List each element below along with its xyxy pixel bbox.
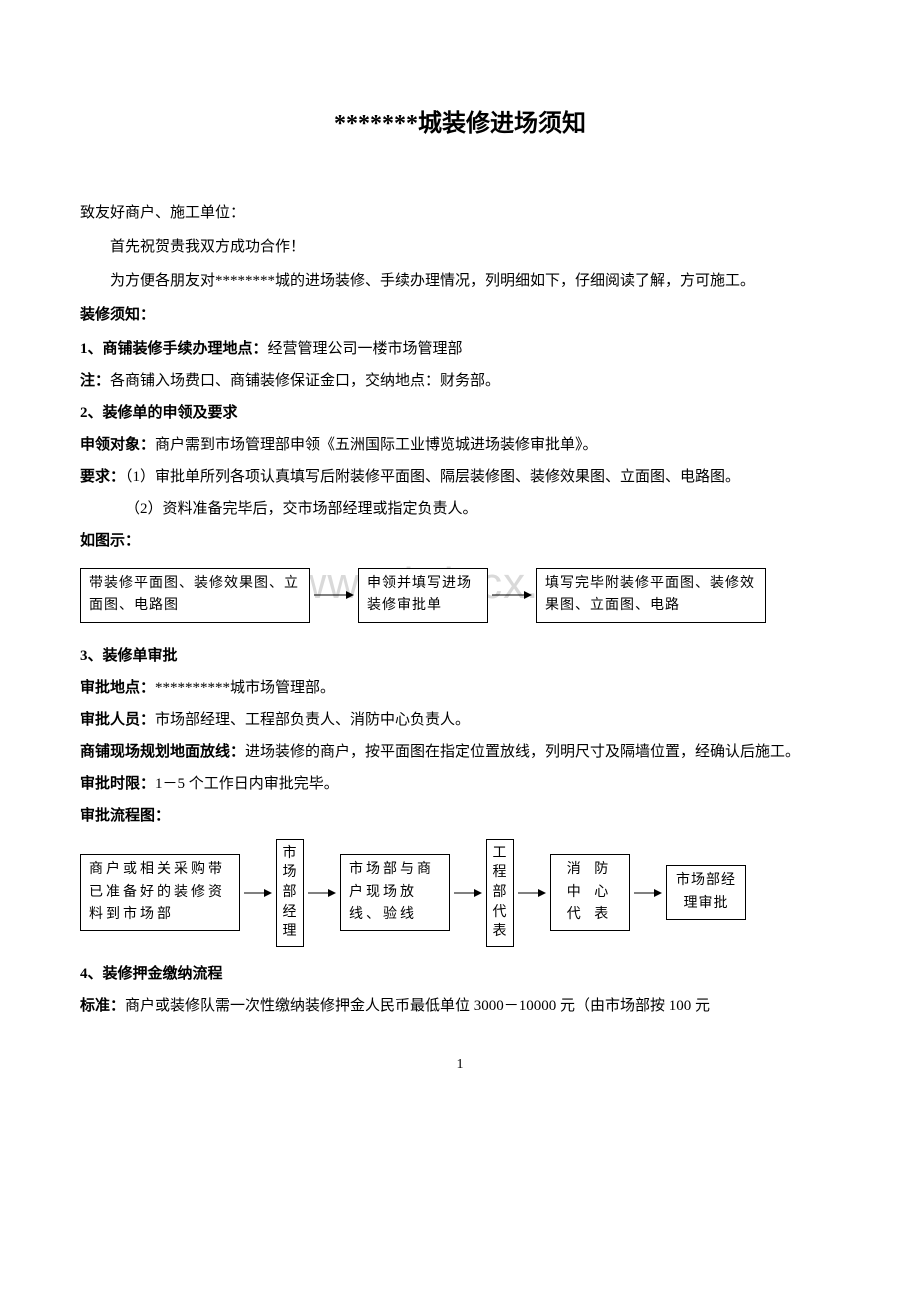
flowchart-1: 带装修平面图、装修效果图、立面图、电路图 申领并填写进场装修审批单 填写完毕附装… (80, 568, 840, 623)
document-content: *******城装修进场须知 致友好商户、施工单位： 首先祝贺贵我双方成功合作！… (80, 100, 840, 1079)
flow2-boxC: 市场部与商户现场放线、验线 (340, 854, 450, 931)
section-1-note-text: 各商铺入场费口、商铺装修保证金口，交纳地点：财务部。 (110, 373, 500, 389)
section-3b-text: 市场部经理、工程部负责人、消防中心负责人。 (155, 712, 470, 728)
arrow-icon (310, 589, 358, 601)
section-3a: 审批地点：**********城市场管理部。 (80, 673, 840, 703)
section-3e-label: 审批流程图： (80, 801, 840, 831)
arrow-icon (488, 589, 536, 601)
paragraph-1: 首先祝贺贵我双方成功合作！ (80, 232, 840, 262)
paragraph-2: 为方便各朋友对********城的进场装修、手续办理情况，列明细如下，仔细阅读了… (80, 266, 840, 296)
section-3c-text: 进场装修的商户，按平面图在指定位置放线，列明尺寸及隔墙位置，经确认后施工。 (245, 744, 800, 760)
arrow-icon (514, 887, 550, 899)
flow2-boxA: 商户或相关采购带已准备好的装修资料到市场部 (80, 854, 240, 931)
flowchart-2: 商户或相关采购带已准备好的装修资料到市场部 市场部经理 市场部与商户现场放线、验… (80, 839, 840, 947)
section-2b1-text: （1）审批单所列各项认真填写后附装修平面图、隔层装修图、装修效果图、立面图、电路… (125, 469, 740, 485)
section-2b-label: 要求： (80, 469, 125, 485)
section-3c-label: 商铺现场规划地面放线： (80, 744, 245, 760)
arrow-icon (630, 887, 666, 899)
section-3a-text: **********城市场管理部。 (155, 680, 335, 696)
section-1-label: 1、商铺装修手续办理地点： (80, 341, 268, 357)
section-3b-label: 审批人员： (80, 712, 155, 728)
section-1-text: 经营管理公司一楼市场管理部 (268, 341, 463, 357)
section-2a-label: 申领对象： (80, 437, 155, 453)
section-4a: 标准：商户或装修队需一次性缴纳装修押金人民币最低单位 3000－10000 元（… (80, 991, 840, 1021)
section-1-note: 注：各商铺入场费口、商铺装修保证金口，交纳地点：财务部。 (80, 366, 840, 396)
flow1-box2: 申领并填写进场装修审批单 (358, 568, 488, 623)
section-3d-label: 审批时限： (80, 776, 155, 792)
flow1-box3: 填写完毕附装修平面图、装修效果图、立面图、电路 (536, 568, 766, 623)
section-2-label: 2、装修单的申领及要求 (80, 398, 840, 428)
flow1-box1: 带装修平面图、装修效果图、立面图、电路图 (80, 568, 310, 623)
section-2b2-text: （2）资料准备完毕后，交市场部经理或指定负责人。 (80, 494, 840, 524)
section-2a: 申领对象：商户需到市场管理部申领《五洲国际工业博览城进场装修审批单》。 (80, 430, 840, 460)
flow2-boxD: 工程部代表 (486, 839, 514, 947)
section-4-label: 4、装修押金缴纳流程 (80, 959, 840, 989)
flow2-boxF: 市场部经理审批 (666, 865, 746, 920)
section-2c-label: 如图示： (80, 526, 840, 556)
greeting-line: 致友好商户、施工单位： (80, 198, 840, 228)
section-3-label: 3、装修单审批 (80, 641, 840, 671)
section-3c: 商铺现场规划地面放线：进场装修的商户，按平面图在指定位置放线，列明尺寸及隔墙位置… (80, 737, 840, 767)
arrow-icon (240, 887, 276, 899)
arrow-icon (304, 887, 340, 899)
section-4a-label: 标准： (80, 998, 125, 1014)
page-number: 1 (80, 1051, 840, 1079)
section-3d-text: 1－5 个工作日内审批完毕。 (155, 776, 339, 792)
section-1: 1、商铺装修手续办理地点：经营管理公司一楼市场管理部 (80, 334, 840, 364)
heading-notice: 装修须知： (80, 300, 840, 330)
flow2-boxE: 消 防中 心代 表 (550, 854, 630, 931)
section-3d: 审批时限：1－5 个工作日内审批完毕。 (80, 769, 840, 799)
arrow-icon (450, 887, 486, 899)
section-4a-text: 商户或装修队需一次性缴纳装修押金人民币最低单位 3000－10000 元（由市场… (125, 998, 710, 1014)
flow2-boxB: 市场部经理 (276, 839, 304, 947)
page-title: *******城装修进场须知 (80, 100, 840, 148)
section-2b: 要求：（1）审批单所列各项认真填写后附装修平面图、隔层装修图、装修效果图、立面图… (80, 462, 840, 492)
section-3a-label: 审批地点： (80, 680, 155, 696)
section-2a-text: 商户需到市场管理部申领《五洲国际工业博览城进场装修审批单》。 (155, 437, 598, 453)
section-1-note-label: 注： (80, 373, 110, 389)
section-3b: 审批人员：市场部经理、工程部负责人、消防中心负责人。 (80, 705, 840, 735)
